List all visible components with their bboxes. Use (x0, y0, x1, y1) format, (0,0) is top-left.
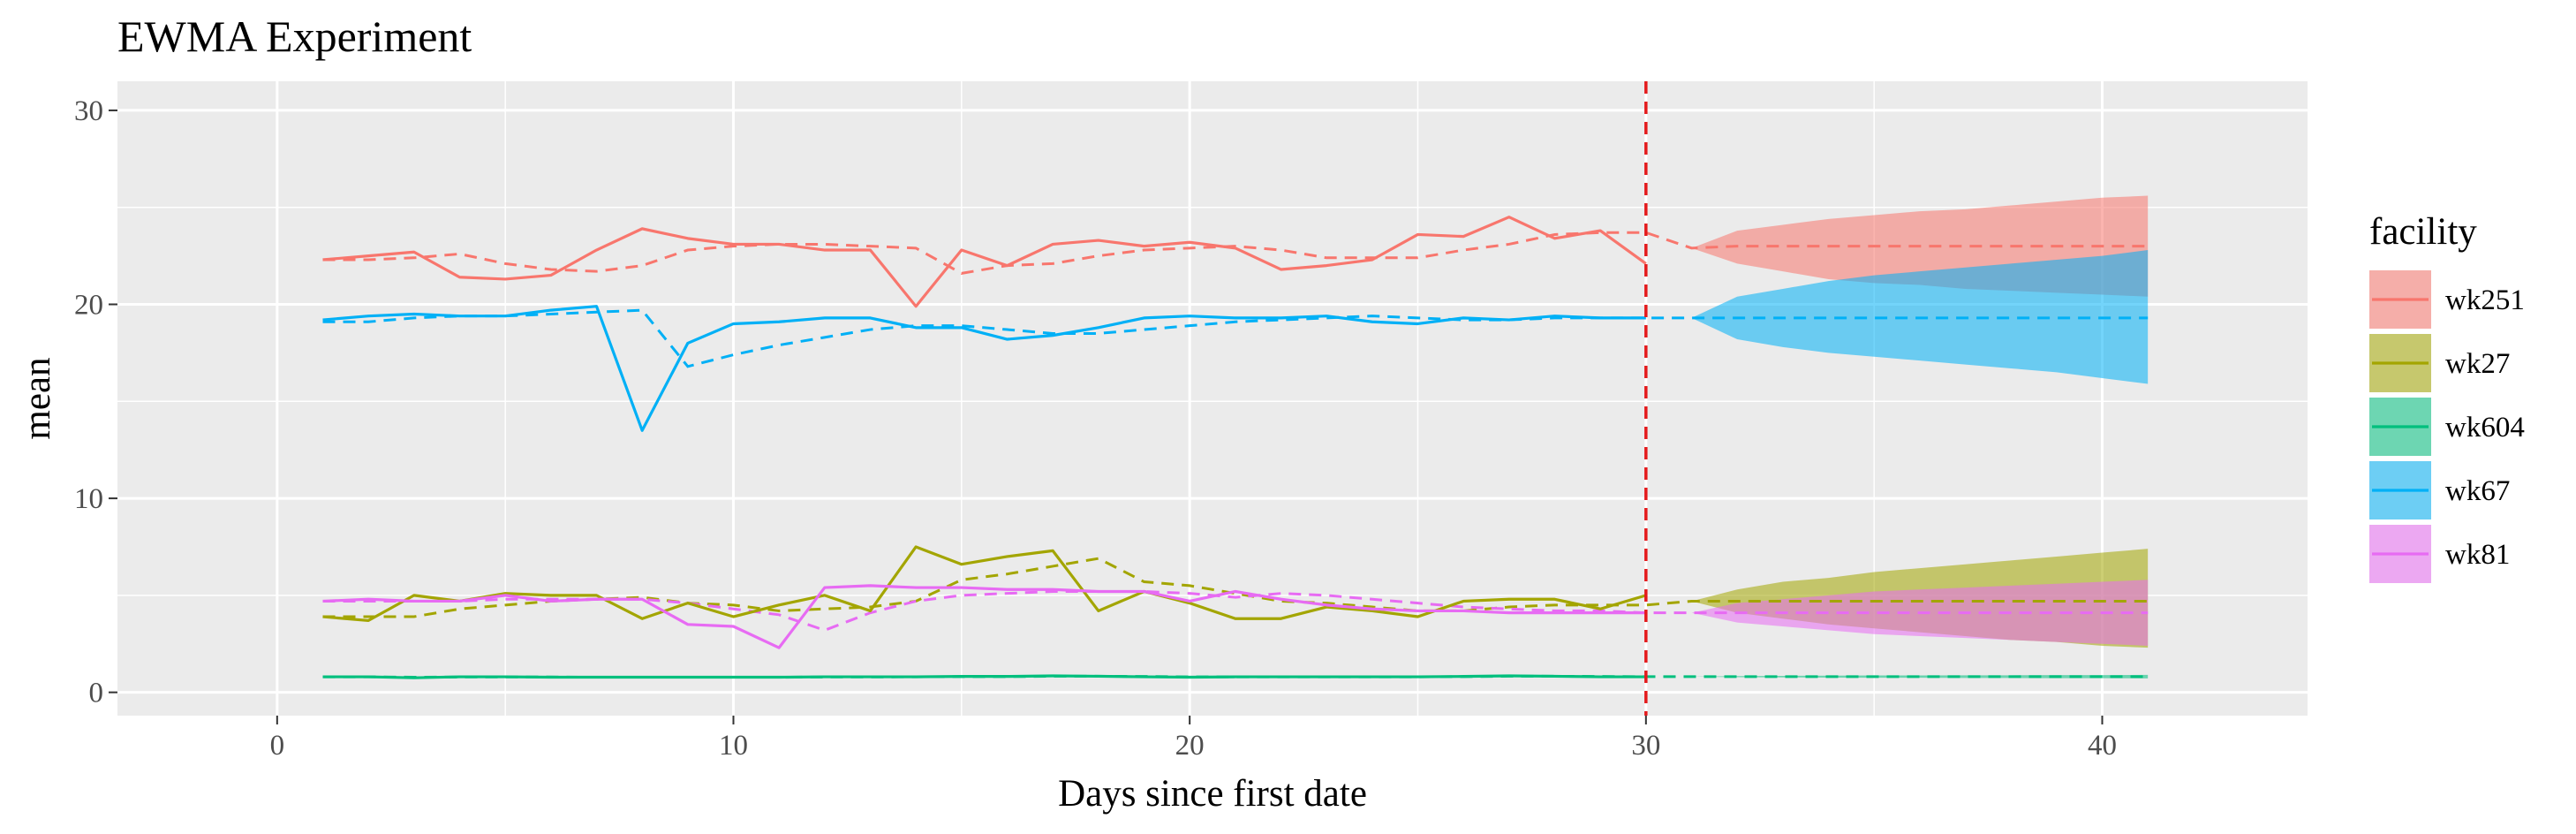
legend-title: facility (2369, 211, 2477, 253)
observed-line-wk67 (322, 305, 1646, 432)
x-tick-label-30: 30 (1631, 730, 1660, 762)
legend-label-wk67: wk67 (2445, 475, 2510, 507)
legend-label-wk81: wk81 (2445, 539, 2510, 571)
y-axis: 0 10 20 30 (74, 95, 117, 709)
x-tick-label-10: 10 (719, 730, 748, 762)
y-axis-title: mean (17, 357, 58, 439)
legend: facility wk251 wk27 wk604 wk67 wk81 (2369, 211, 2525, 583)
smoothed-line-wk67 (322, 308, 2149, 368)
y-tick-label-10: 10 (74, 483, 103, 515)
x-axis-title: Days since first date (1058, 773, 1367, 815)
x-axis: 0 10 20 30 40 (270, 716, 2117, 762)
y-tick-label-30: 30 (74, 95, 103, 127)
x-tick-label-20: 20 (1175, 730, 1205, 762)
chart-title: EWMA Experiment (117, 11, 472, 61)
observed-line-wk604 (322, 674, 1646, 679)
y-tick-label-0: 0 (89, 678, 104, 709)
y-tick-label-20: 20 (74, 290, 103, 322)
legend-label-wk604: wk604 (2445, 412, 2525, 444)
observed-lines (322, 216, 1647, 679)
x-tick-label-0: 0 (270, 730, 285, 762)
observed-line-wk251 (322, 216, 1647, 308)
legend-label-wk27: wk27 (2445, 348, 2510, 380)
smoothed-line-wk251 (322, 231, 2149, 275)
x-tick-label-40: 40 (2088, 730, 2117, 762)
smoothed-line-wk81 (322, 589, 2149, 632)
legend-label-wk251: wk251 (2445, 284, 2525, 316)
observed-line-wk27 (322, 545, 1647, 623)
observed-line-wk81 (322, 584, 1646, 649)
